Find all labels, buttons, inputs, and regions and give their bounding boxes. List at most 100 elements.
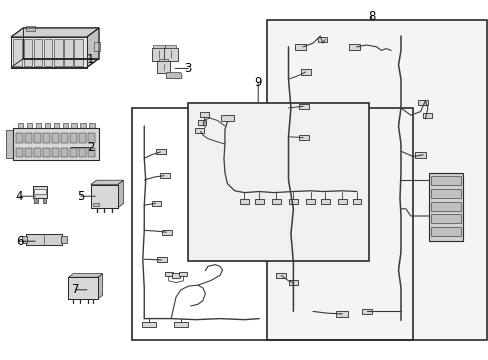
Bar [132, 108, 412, 340]
Polygon shape [91, 180, 123, 184]
Bar [162, 230, 172, 235]
Bar [142, 322, 156, 328]
Polygon shape [166, 73, 182, 78]
Polygon shape [117, 180, 123, 208]
Bar [337, 199, 346, 204]
Bar [160, 173, 169, 178]
Bar [430, 214, 460, 223]
Bar [34, 39, 42, 66]
Bar [156, 149, 166, 154]
Bar [165, 45, 176, 48]
Bar [87, 133, 95, 143]
Bar [14, 128, 99, 160]
Bar [299, 135, 308, 140]
Bar [153, 45, 164, 48]
Bar [276, 273, 285, 278]
Bar [61, 148, 68, 157]
Bar [188, 103, 368, 261]
Bar [11, 37, 86, 68]
Bar [80, 123, 86, 128]
Bar [174, 322, 187, 328]
Bar [430, 189, 460, 198]
Bar [54, 123, 59, 128]
Bar [295, 44, 305, 49]
Bar [79, 148, 86, 157]
Bar [14, 128, 99, 160]
Bar [68, 277, 98, 299]
Circle shape [47, 237, 55, 242]
Polygon shape [87, 28, 99, 68]
Bar [26, 27, 36, 31]
Text: 1: 1 [86, 53, 94, 66]
Bar [151, 201, 161, 206]
Bar [42, 198, 46, 203]
Bar [430, 202, 460, 211]
Bar [27, 123, 32, 128]
Bar [25, 148, 32, 157]
Bar [159, 59, 168, 61]
Bar [14, 39, 22, 66]
Polygon shape [11, 28, 99, 37]
Bar [44, 123, 50, 128]
Bar [69, 133, 77, 143]
Bar [54, 39, 62, 66]
Bar [195, 128, 203, 132]
Bar [197, 120, 206, 125]
Bar [288, 280, 298, 285]
Bar [44, 39, 52, 66]
Text: 7: 7 [72, 283, 80, 296]
Bar [254, 199, 263, 204]
Bar [36, 123, 41, 128]
Bar [33, 186, 47, 198]
Bar [21, 235, 27, 243]
Bar [288, 199, 297, 204]
Text: 3: 3 [184, 62, 192, 75]
Bar [430, 176, 460, 185]
Bar [361, 309, 371, 314]
Bar [266, 20, 486, 340]
Bar [61, 235, 66, 243]
Bar [240, 199, 248, 204]
Bar [157, 257, 167, 262]
Bar [428, 173, 462, 241]
Bar [74, 39, 83, 66]
Bar [336, 311, 347, 317]
Bar [87, 148, 95, 157]
Bar [430, 227, 460, 236]
Bar [271, 199, 280, 204]
Bar [352, 199, 361, 204]
Bar [25, 133, 32, 143]
Bar [34, 133, 41, 143]
Polygon shape [68, 274, 102, 277]
Text: 9: 9 [254, 76, 262, 89]
Bar [318, 37, 326, 42]
Bar [89, 123, 95, 128]
Polygon shape [6, 130, 14, 158]
Bar [71, 123, 77, 128]
Bar [18, 123, 23, 128]
Bar [179, 272, 187, 276]
Bar [52, 148, 59, 157]
Bar [64, 39, 73, 66]
Bar [61, 133, 68, 143]
Bar [151, 48, 166, 61]
Circle shape [33, 237, 41, 242]
Bar [417, 100, 427, 105]
Bar [43, 133, 50, 143]
Bar [423, 113, 431, 117]
Bar [79, 133, 86, 143]
Bar [94, 42, 100, 51]
Polygon shape [98, 274, 102, 299]
Bar [23, 39, 32, 66]
Bar [348, 44, 359, 50]
Bar [62, 123, 68, 128]
Bar [172, 273, 180, 278]
Bar [26, 234, 61, 245]
Bar [220, 115, 234, 121]
Bar [34, 198, 38, 203]
Bar [93, 202, 99, 206]
Bar [301, 69, 310, 75]
Bar [52, 133, 59, 143]
Text: 5: 5 [77, 190, 84, 203]
Text: 2: 2 [86, 141, 94, 154]
